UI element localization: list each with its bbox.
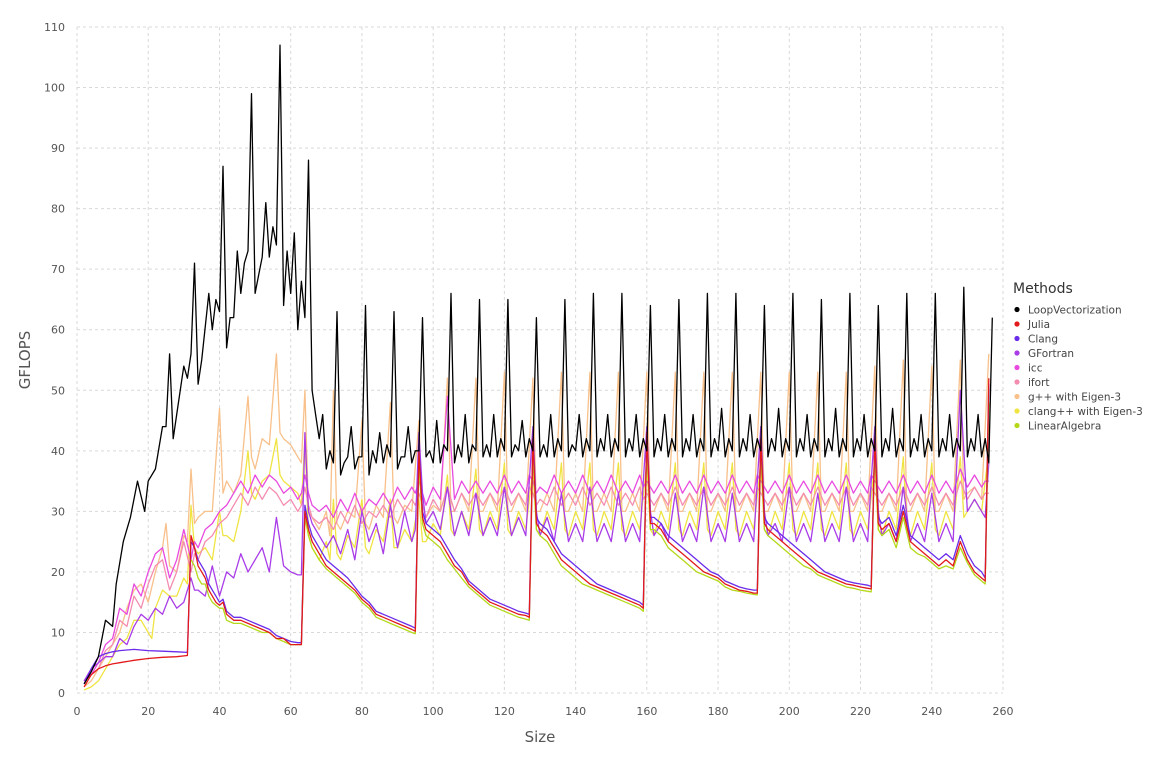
y-tick-label: 30 <box>51 505 65 518</box>
legend-entry-label: LoopVectorization <box>1028 305 1122 317</box>
legend: Methods LoopVectorization Julia Clang GFort… <box>1013 281 1143 433</box>
x-axis-label: Size <box>525 728 556 746</box>
y-tick-label: 50 <box>51 384 65 397</box>
x-tick-label: 40 <box>212 705 226 718</box>
legend-entry-label: clang++ with Eigen-3 <box>1028 406 1143 418</box>
y-axis-ticks: 0 10 20 30 40 50 60 70 80 90 100 110 <box>44 21 65 700</box>
x-tick-label: 20 <box>141 705 155 718</box>
y-tick-label: 10 <box>51 626 65 639</box>
x-tick-label: 200 <box>779 705 800 718</box>
series-line-julia <box>83 378 990 688</box>
legend-marker <box>1014 422 1020 429</box>
y-tick-label: 60 <box>51 324 65 337</box>
x-tick-label: 140 <box>565 705 586 718</box>
y-tick-label: 0 <box>58 687 65 700</box>
x-tick-label: 60 <box>284 705 298 718</box>
legend-marker <box>1014 364 1020 371</box>
legend-entry-label: g++ with Eigen-3 <box>1028 392 1121 404</box>
legend-entry-label: icc <box>1028 363 1043 375</box>
legend-entry-label: GFortran <box>1028 348 1074 360</box>
series-line-icc <box>83 395 989 682</box>
x-tick-label: 220 <box>850 705 871 718</box>
legend-marker <box>1014 350 1020 356</box>
series-line-ifort <box>83 480 989 682</box>
x-tick-label: 80 <box>355 705 369 718</box>
y-axis-label: GFLOPS <box>16 331 34 389</box>
legend-marker <box>1014 393 1020 400</box>
grid <box>76 26 1004 694</box>
x-tick-label: 240 <box>921 705 942 718</box>
y-tick-label: 40 <box>51 445 65 458</box>
x-tick-label: 160 <box>636 705 657 718</box>
legend-marker <box>1014 306 1020 313</box>
x-axis-ticks: 0 20 40 60 80 100 120 140 160 180 200 220 240 260 <box>74 705 1014 718</box>
legend-marker <box>1014 321 1020 327</box>
x-tick-label: 120 <box>494 705 515 718</box>
y-tick-label: 110 <box>44 21 65 34</box>
legend-entry-label: Clang <box>1028 334 1058 346</box>
series-line-gfortran <box>83 389 990 682</box>
legend-entry-label: LinearAlgebra <box>1028 421 1101 433</box>
x-tick-label: 0 <box>74 705 81 718</box>
legend-marker <box>1014 379 1020 385</box>
y-tick-label: 20 <box>51 566 65 579</box>
x-tick-label: 180 <box>708 705 729 718</box>
series-line-clang <box>83 384 990 685</box>
y-tick-label: 90 <box>51 142 65 155</box>
x-tick-label: 100 <box>423 705 444 718</box>
x-tick-label: 260 <box>993 705 1014 718</box>
legend-marker <box>1014 408 1020 414</box>
series-line-loopvectorization <box>83 44 993 685</box>
y-tick-label: 80 <box>51 203 65 216</box>
y-tick-label: 70 <box>51 263 65 276</box>
legend-entry-label: Julia <box>1027 319 1050 331</box>
series-lines <box>83 44 993 691</box>
y-tick-label: 100 <box>44 82 65 95</box>
legend-title: Methods <box>1013 281 1073 297</box>
series-line-g-with-eigen-3 <box>83 353 990 688</box>
legend-entry-label: ifort <box>1028 377 1049 389</box>
legend-marker <box>1014 335 1020 342</box>
